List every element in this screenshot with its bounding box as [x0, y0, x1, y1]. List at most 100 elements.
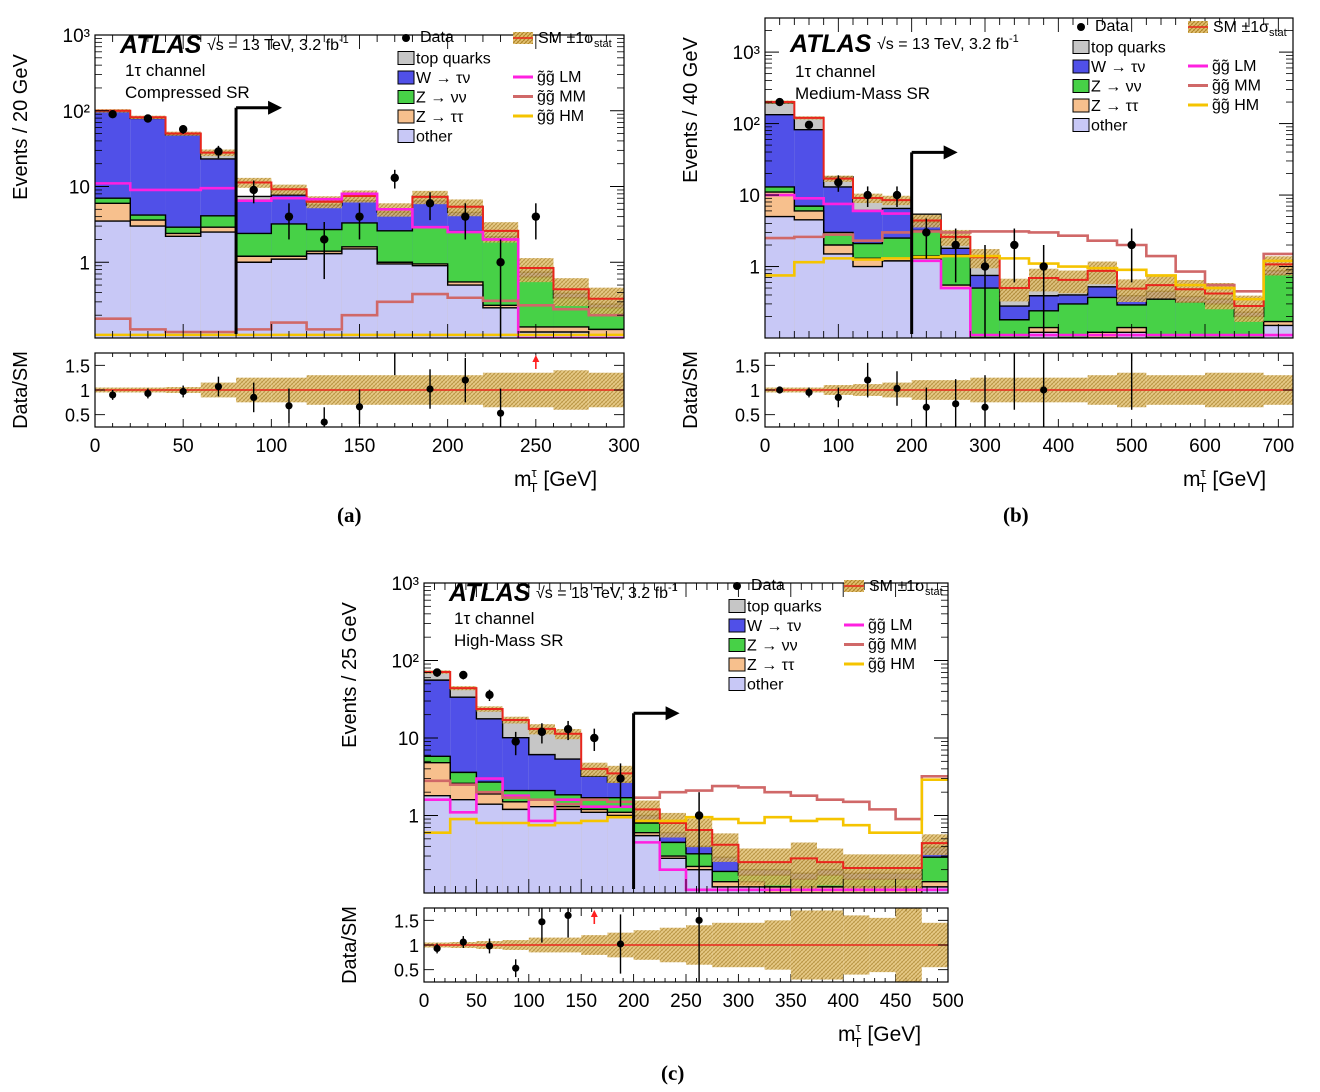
energy-label: √s = 13 TeV, 3.2 fb-1 [877, 33, 1019, 53]
cut-arrow-head [943, 145, 958, 160]
ratio-point-3 [512, 964, 520, 972]
legend-data-marker [402, 34, 410, 42]
ytick-label: 10³ [733, 43, 760, 64]
bar-other-2 [476, 804, 503, 893]
ratio-point-8 [391, 342, 398, 349]
xtick-label: 150 [344, 436, 376, 457]
legend-label: Z → νν [1091, 79, 1142, 96]
x-axis-title-unit: [GeV] [862, 1023, 922, 1046]
x-axis-title: mτ T [GeV] [514, 465, 597, 495]
cut-arrow-head [268, 100, 283, 115]
ratio-point-0 [109, 391, 117, 399]
sm-band-bin-16 [843, 854, 870, 892]
ratio-point-2 [485, 942, 494, 950]
data-point-4 [892, 190, 902, 200]
region-label: Medium-Mass SR [795, 84, 930, 103]
xtick-label: 100 [822, 436, 854, 457]
data-point-1 [804, 120, 814, 130]
ratio-point-11 [496, 409, 505, 417]
ytick-label: 10 [398, 729, 419, 750]
data-point-5 [563, 724, 573, 734]
ytick-label: 10² [733, 115, 760, 136]
channel-label: 1τ channel [125, 61, 205, 80]
x-axis-title-sub: T [1199, 480, 1207, 495]
xtick-label: 0 [419, 991, 430, 1012]
legend-label: g̃g̃ LM [1212, 58, 1256, 75]
legend-swatch [728, 677, 746, 691]
bar-z-8 [999, 319, 1029, 338]
x-axis-title-sub: T [854, 1035, 862, 1050]
y-axis-title: Events / 40 GeV [680, 37, 702, 183]
signal-line-mm [95, 292, 624, 334]
legend-sub: stat [925, 586, 943, 598]
legend-swatch [397, 109, 415, 124]
bar-other-9 [412, 265, 448, 338]
signal-line-lm [95, 182, 624, 338]
ytick-label: 10³ [392, 574, 419, 595]
data-point-8 [390, 173, 399, 183]
stack-outline-z [765, 191, 1293, 338]
bar-other-5 [911, 258, 941, 338]
ratio-point-5 [285, 402, 293, 410]
legend-label: top quarks [416, 51, 491, 68]
data-point-10 [461, 212, 470, 221]
legend-swatch [728, 599, 746, 613]
data-point-7 [980, 262, 990, 271]
data-point-1 [459, 670, 468, 680]
sm-band-bin-13 [764, 848, 791, 886]
legend-label: top quarks [1091, 40, 1166, 57]
sm-band-bin-10 [1058, 270, 1088, 294]
bar-other-7 [607, 815, 634, 893]
ratio-y-axis-title: Data/SM [10, 351, 32, 429]
legend-label: g̃g̃ HM [1212, 97, 1259, 114]
data-point-3 [214, 147, 223, 156]
bar-other-7 [341, 248, 378, 338]
bar-other-2 [165, 236, 201, 338]
sm-band-bin-19 [921, 834, 948, 856]
sm-band-bin-14 [790, 842, 817, 890]
ratio-point-3 [214, 382, 223, 391]
xtick-label: 600 [1189, 436, 1221, 457]
signal-line-hm [765, 254, 1293, 301]
region-label: Compressed SR [125, 83, 250, 102]
ratio-point-1 [144, 389, 152, 398]
x-axis-title-sup: τ [532, 465, 538, 480]
ratio-point-7 [355, 403, 364, 411]
bar-other-4 [882, 260, 912, 338]
ratio-ytick-label: 1.5 [65, 356, 90, 376]
xtick-label: 500 [1116, 436, 1148, 457]
ratio-y-axis-title: Data/SM [339, 906, 361, 984]
legend-data-marker [733, 582, 741, 590]
ratio-point-0 [776, 386, 784, 394]
ratio-overflow-arrow-head [590, 910, 598, 917]
sm-band-bin-11 [1087, 261, 1117, 285]
ratio-point-7 [981, 403, 989, 411]
legend-swatch [728, 618, 746, 633]
sm-band-bin-18 [895, 854, 922, 892]
data-point-2 [485, 690, 494, 700]
data-point-12 [531, 212, 541, 221]
ytick-label: 10² [392, 652, 419, 673]
sm-band-bin-9 [659, 812, 686, 838]
atlas-label: ATLAS [448, 579, 531, 607]
ytick-label: 10³ [63, 26, 90, 47]
legend-label: Z → ττ [747, 657, 795, 674]
legend-label: Z → ττ [1091, 98, 1139, 115]
ratio-ytick-label: 1 [750, 381, 760, 401]
ytick-label: 1 [79, 253, 90, 274]
data-point-6 [951, 240, 960, 250]
data-point-8 [1010, 240, 1019, 250]
legend-swatch [397, 90, 415, 104]
legend-label: Data [1095, 18, 1129, 35]
data-point-3 [511, 737, 520, 746]
data-point-2 [178, 125, 188, 134]
y-axis-title: Events / 25 GeV [339, 602, 361, 748]
data-point-4 [249, 185, 258, 195]
sm-band-bin-8 [633, 800, 660, 822]
data-point-3 [863, 190, 872, 200]
main-plot-area [95, 109, 624, 338]
ratio-point-5 [922, 403, 930, 411]
bar-other-1 [794, 219, 824, 338]
